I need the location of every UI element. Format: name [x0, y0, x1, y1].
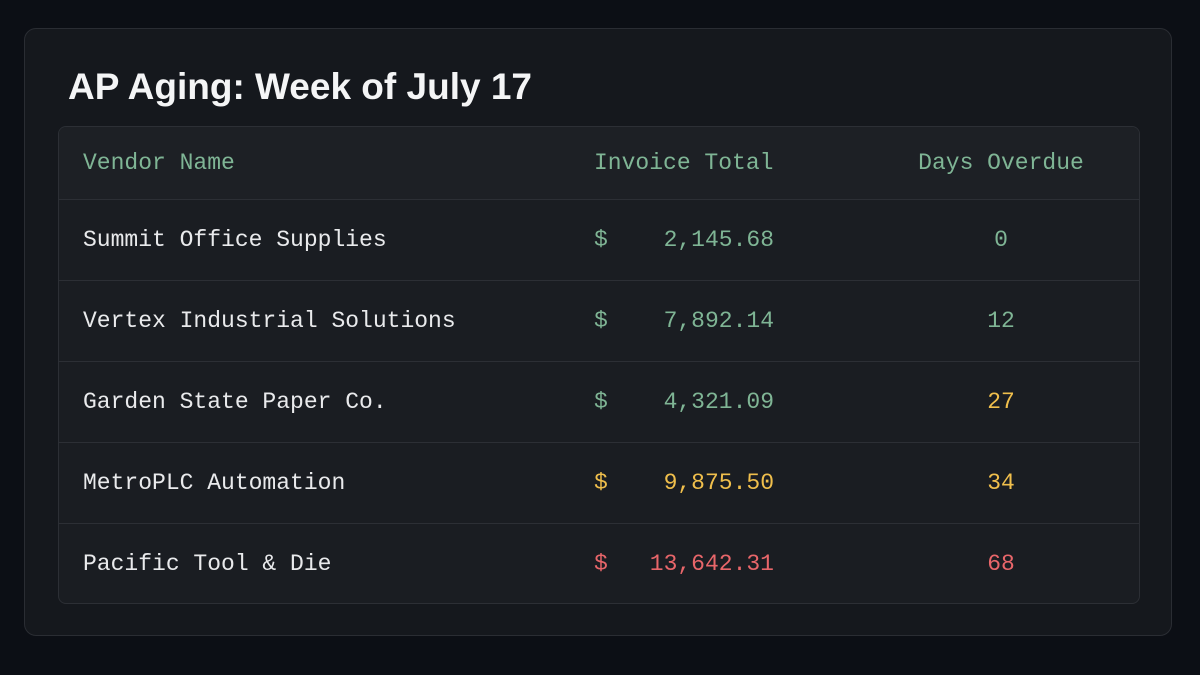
column-header: Invoice Total: [594, 150, 774, 176]
amount: 4,321.09: [663, 389, 774, 415]
vendor-name: Pacific Tool & Die: [83, 551, 332, 577]
header-row: Vendor Name Invoice Total Days Overdue: [59, 127, 1139, 199]
currency-symbol: $: [594, 227, 608, 253]
vendor-name: Vertex Industrial Solutions: [83, 308, 456, 334]
table-row: Vertex Industrial Solutions $7,892.14 12: [59, 280, 1139, 361]
amount: 9,875.50: [663, 470, 774, 496]
column-header: Vendor Name: [83, 150, 235, 176]
invoice-total: $2,145.68: [594, 227, 774, 253]
table-row: Pacific Tool & Die $13,642.31 68: [59, 523, 1139, 603]
amount: 13,642.31: [649, 551, 774, 577]
amount: 7,892.14: [663, 308, 774, 334]
currency-symbol: $: [594, 308, 608, 334]
vendor-name: Garden State Paper Co.: [83, 389, 387, 415]
invoice-total: $4,321.09: [594, 389, 774, 415]
invoice-total: $7,892.14: [594, 308, 774, 334]
vendor-name: Summit Office Supplies: [83, 227, 387, 253]
invoice-total: $13,642.31: [594, 551, 774, 577]
table-row: Garden State Paper Co. $4,321.09 27: [59, 361, 1139, 442]
days-overdue: 68: [987, 551, 1015, 577]
days-overdue: 27: [987, 389, 1015, 415]
column-header: Days Overdue: [918, 150, 1084, 176]
title: AP Aging: Week of July 17: [68, 66, 532, 107]
days-overdue: 12: [987, 308, 1015, 334]
days-overdue: 0: [994, 227, 1008, 253]
invoice-total: $9,875.50: [594, 470, 774, 496]
amount: 2,145.68: [663, 227, 774, 253]
currency-symbol: $: [594, 470, 608, 496]
days-overdue: 34: [987, 470, 1015, 496]
table-row: MetroPLC Automation $9,875.50 34: [59, 442, 1139, 523]
currency-symbol: $: [594, 551, 608, 577]
currency-symbol: $: [594, 389, 608, 415]
vendor-name: MetroPLC Automation: [83, 470, 346, 496]
table-row: Summit Office Supplies $2,145.68 0: [59, 199, 1139, 280]
table: Vendor Name Invoice Total Days Overdue S…: [58, 126, 1140, 604]
